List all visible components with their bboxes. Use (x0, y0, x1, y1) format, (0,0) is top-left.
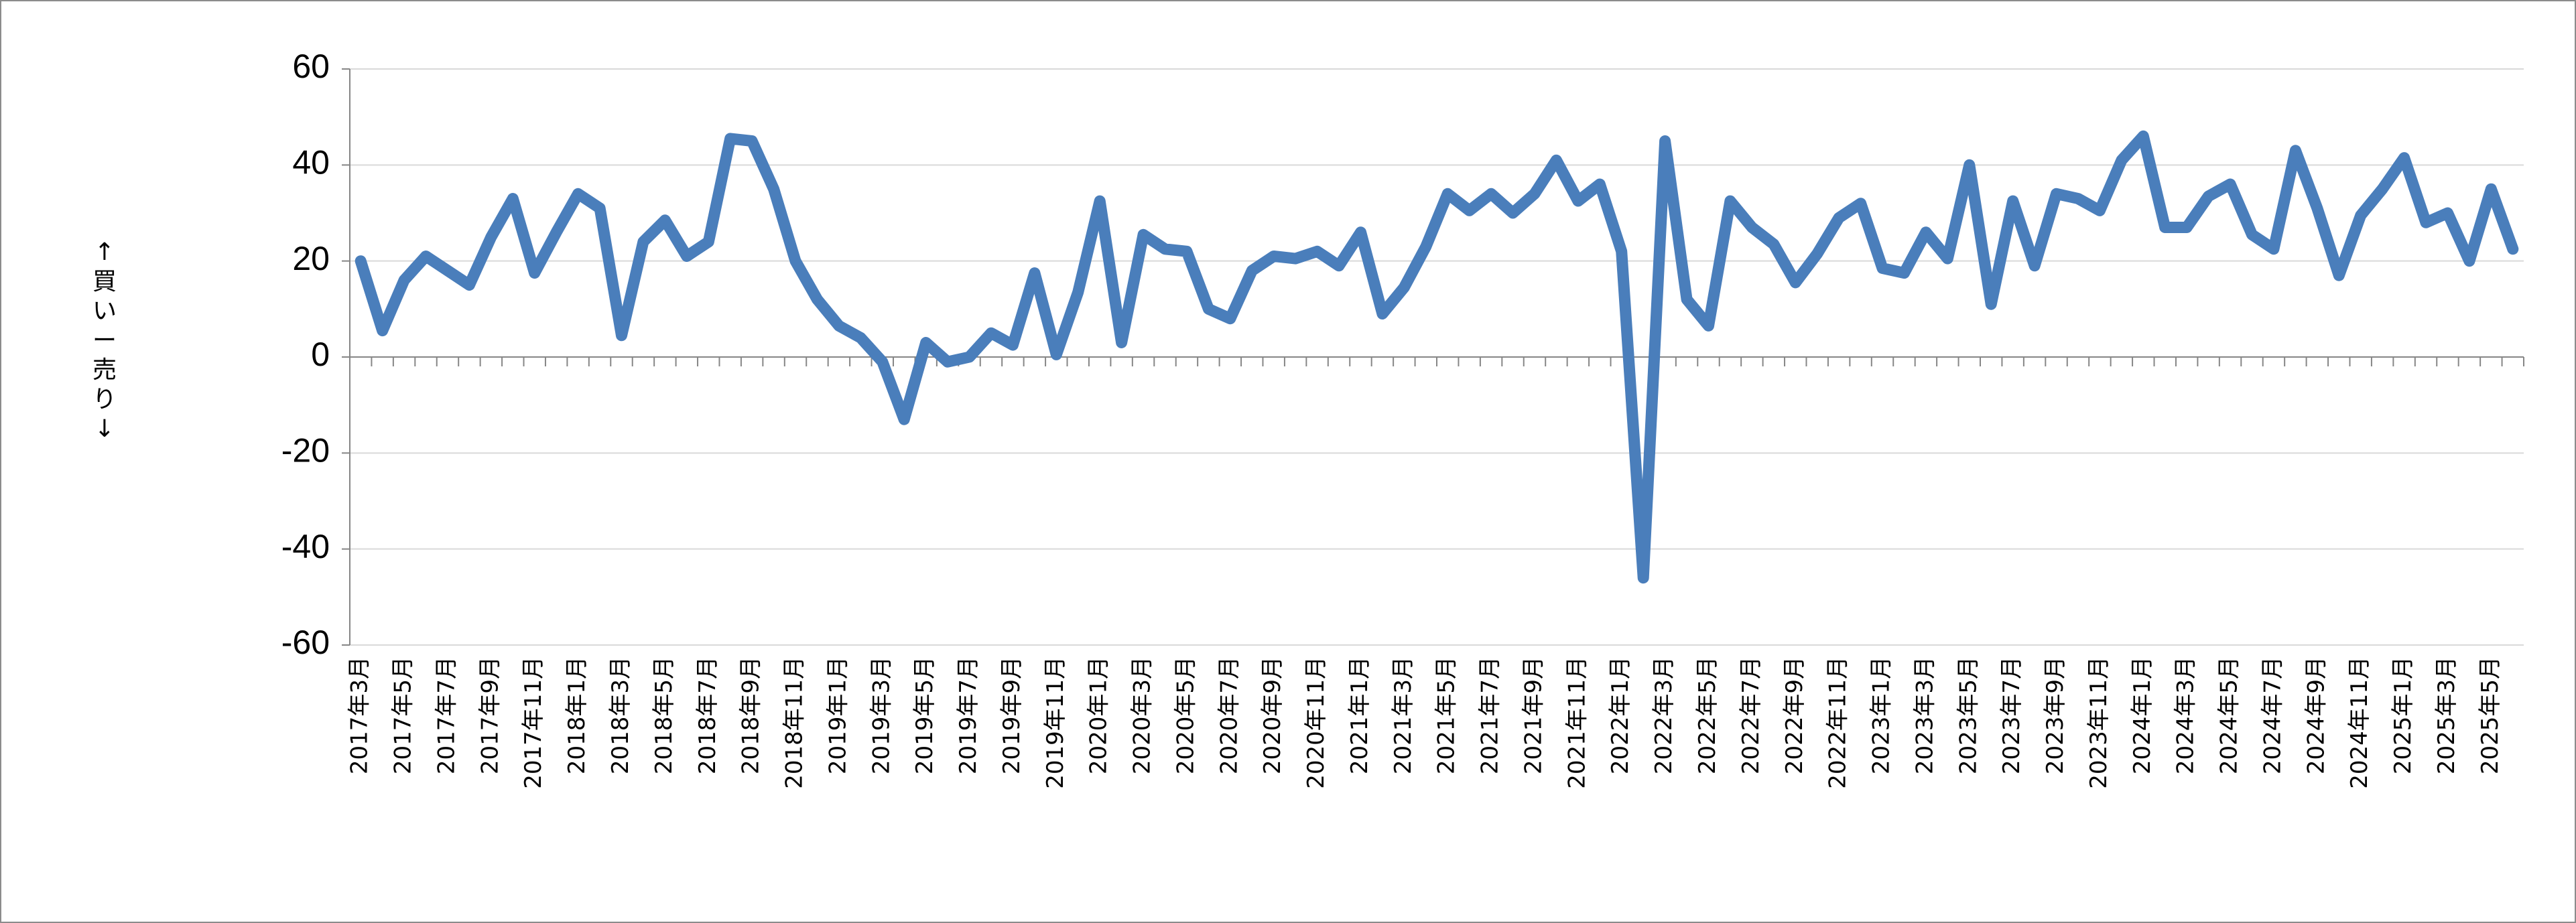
x-tick-label: 2018年3月 (607, 656, 634, 774)
x-tick-label: 2024年9月 (2303, 656, 2329, 774)
x-tick-label: 2022年5月 (1694, 656, 1721, 774)
x-tick-label: 2021年1月 (1346, 656, 1373, 774)
x-tick-label: 2020年1月 (1086, 656, 1112, 774)
x-tick-label: 2017年3月 (346, 656, 373, 774)
x-tick-label: 2019年3月 (868, 656, 895, 774)
x-tick-label: 2022年9月 (1781, 656, 1808, 774)
x-tick-label: 2019年7月 (955, 656, 982, 774)
x-tick-label: 2017年11月 (520, 656, 547, 789)
x-tick-label: 2024年3月 (2173, 656, 2199, 774)
y-tick-label: -20 (281, 432, 330, 470)
x-tick-label: 2017年7月 (433, 656, 460, 774)
x-tick-label: 2022年11月 (1825, 656, 1852, 789)
x-tick-label: 2018年9月 (738, 656, 765, 774)
x-tick-label: 2020年11月 (1303, 656, 1330, 789)
x-tick-label: 2017年9月 (476, 656, 503, 774)
x-tick-label: 2023年7月 (1998, 656, 2025, 774)
y-tick-label: 20 (292, 240, 330, 277)
y-tick-label: 40 (292, 144, 330, 182)
x-tick-label: 2020年5月 (1172, 656, 1199, 774)
x-tick-label: 2024年1月 (2129, 656, 2156, 774)
x-tick-label: 2020年3月 (1129, 656, 1156, 774)
x-tick-label: 2023年5月 (1955, 656, 1982, 774)
x-tick-label: 2021年7月 (1477, 656, 1504, 774)
x-tick-label: 2021年11月 (1563, 656, 1590, 789)
x-tick-label: 2022年3月 (1651, 656, 1677, 774)
y-tick-label: -40 (281, 528, 330, 565)
x-tick-label: 2023年9月 (2042, 656, 2069, 774)
x-tick-label: 2023年11月 (2085, 656, 2112, 789)
x-tick-label: 2024年7月 (2259, 656, 2286, 774)
x-tick-label: 2024年5月 (2216, 656, 2243, 774)
x-tick-label: 2021年9月 (1520, 656, 1547, 774)
x-tick-label: 2021年5月 (1433, 656, 1460, 774)
y-tick-label: -60 (281, 624, 330, 661)
x-tick-label: 2020年9月 (1259, 656, 1286, 774)
x-tick-label: 2021年3月 (1390, 656, 1417, 774)
x-tick-label: 2017年5月 (390, 656, 417, 774)
y-tick-label: 60 (292, 48, 330, 85)
x-tick-label: 2019年1月 (824, 656, 851, 774)
x-tick-label: 2019年9月 (999, 656, 1025, 774)
x-tick-label: 2022年7月 (1738, 656, 1764, 774)
x-tick-label: 2020年7月 (1216, 656, 1242, 774)
y-axis-label: ↑買い ー 売り↓ (92, 238, 117, 443)
x-tick-label: 2024年11月 (2346, 656, 2373, 789)
x-tick-label: 2018年7月 (694, 656, 721, 774)
x-tick-label: 2025年1月 (2390, 656, 2417, 774)
x-tick-label: 2025年5月 (2477, 656, 2504, 774)
data-line (355, 130, 2519, 584)
x-tick-label: 2018年11月 (781, 656, 808, 789)
x-tick-label: 2022年1月 (1607, 656, 1634, 774)
x-tick-label: 2018年5月 (651, 656, 678, 774)
y-tick-label: 0 (311, 336, 330, 373)
x-tick-label: 2025年3月 (2433, 656, 2460, 774)
x-tick-label: 2019年5月 (911, 656, 938, 774)
x-tick-label: 2019年11月 (1042, 656, 1069, 789)
x-tick-label: 2023年1月 (1868, 656, 1895, 774)
x-tick-label: 2023年3月 (1911, 656, 1938, 774)
x-tick-label: 2018年1月 (564, 656, 590, 774)
